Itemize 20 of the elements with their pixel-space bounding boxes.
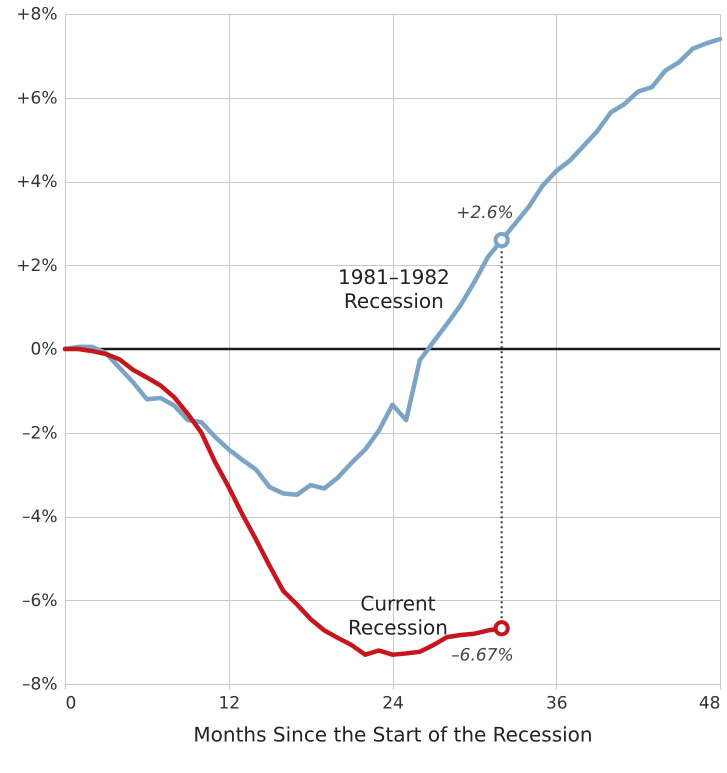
- annotation: +2.6%: [456, 203, 514, 224]
- y-tick-label: +2%: [16, 256, 58, 276]
- y-tick-label: –4%: [22, 507, 58, 527]
- series-label: Current Recession: [348, 591, 448, 640]
- annotation: –6.67%: [451, 645, 514, 666]
- x-tick-label: 24: [382, 694, 404, 714]
- x-axis-title: Months Since the Start of the Recession: [193, 722, 593, 746]
- y-tick-label: –6%: [22, 590, 58, 611]
- x-tick-label: 12: [218, 694, 240, 714]
- y-tick-label: –8%: [22, 674, 58, 694]
- y-tick-label: +4%: [16, 172, 58, 192]
- y-tick-label: +8%: [16, 4, 58, 24]
- y-tick-label: 0%: [30, 340, 58, 360]
- x-tick-label: 0: [66, 694, 76, 714]
- y-tick-label: +6%: [16, 88, 58, 108]
- x-tick-label: 36: [546, 694, 568, 714]
- line-series: [62, 36, 722, 497]
- series-label: 1981–1982 Recession: [338, 264, 450, 313]
- x-tick-label: 48: [698, 694, 720, 714]
- y-tick-label: –2%: [22, 423, 58, 444]
